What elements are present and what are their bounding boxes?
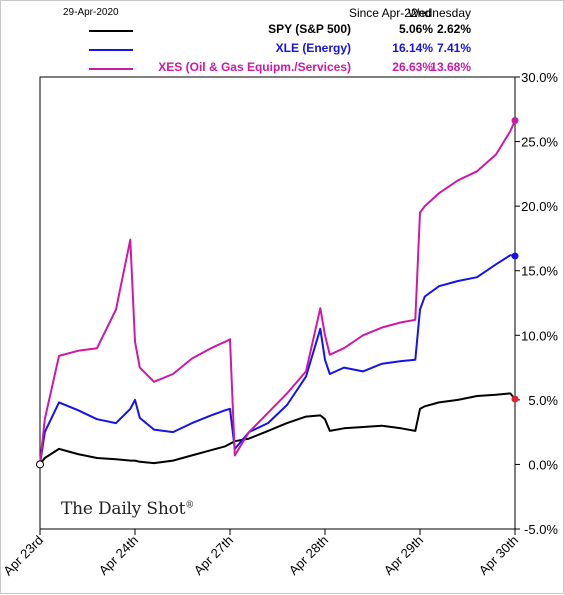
series-line-2 <box>39 120 516 465</box>
y-tick-label: 30.0% <box>521 70 558 85</box>
y-tick-label: 5.0% <box>528 393 558 408</box>
legend-day-xle: 7.41% <box>436 41 471 55</box>
y-tick-label: -5.0% <box>524 522 558 537</box>
legend-swatch-spy <box>89 30 133 32</box>
y-tick-label: 0.0% <box>528 457 558 472</box>
legend-swatch-xle <box>89 49 133 51</box>
legend-row-xes: XES (Oil & Gas Equipm./Services) 26.63% … <box>1 59 564 77</box>
legend-since-xes: 26.63% <box>392 60 433 74</box>
chart-date: 29-Apr-2020 <box>63 7 119 18</box>
series-line-0 <box>39 392 516 465</box>
legend-row-xle: XLE (Energy) 16.14% 7.41% <box>1 40 564 58</box>
series-line-1 <box>39 254 516 465</box>
legend-label-xle: XLE (Energy) <box>275 41 351 55</box>
series-end-marker-1 <box>511 252 519 260</box>
legend-since-spy: 5.06% <box>398 22 433 36</box>
start-marker <box>36 460 44 469</box>
legend-row-spy: SPY (S&P 500) 5.06% 2.62% <box>1 21 564 39</box>
legend-label-xes: XES (Oil & Gas Equipm./Services) <box>158 60 351 74</box>
y-tick-label: 20.0% <box>521 199 558 214</box>
y-tick-label: 25.0% <box>521 135 558 150</box>
series-end-marker-0 <box>511 395 519 403</box>
y-tick-label: 15.0% <box>521 264 558 279</box>
x-tick-label: Apr 27th <box>191 533 236 578</box>
legend-swatch-xes <box>89 68 133 70</box>
legend-label-spy: SPY (S&P 500) <box>268 22 351 36</box>
y-tick-label: 10.0% <box>521 328 558 343</box>
logo-text: The Daily Shot <box>61 499 186 519</box>
daily-shot-logo: The Daily Shot® <box>61 499 195 519</box>
x-tick-label: Apr 30th <box>476 533 521 578</box>
col-header-since: Since Apr-22nd <box>348 6 431 20</box>
legend-day-spy: 2.62% <box>436 22 471 36</box>
x-tick-label: Apr 29th <box>381 533 426 578</box>
legend-day-xes: 13.68% <box>430 60 471 74</box>
x-tick-label: Apr 23rd <box>1 533 46 579</box>
series-end-marker-2 <box>511 117 519 125</box>
x-tick-label: Apr 24th <box>96 533 141 578</box>
col-header-day: Wednesday <box>407 6 471 20</box>
plot-area <box>39 76 516 530</box>
x-tick-label: Apr 28th <box>286 533 331 578</box>
legend-since-xle: 16.14% <box>392 41 433 55</box>
